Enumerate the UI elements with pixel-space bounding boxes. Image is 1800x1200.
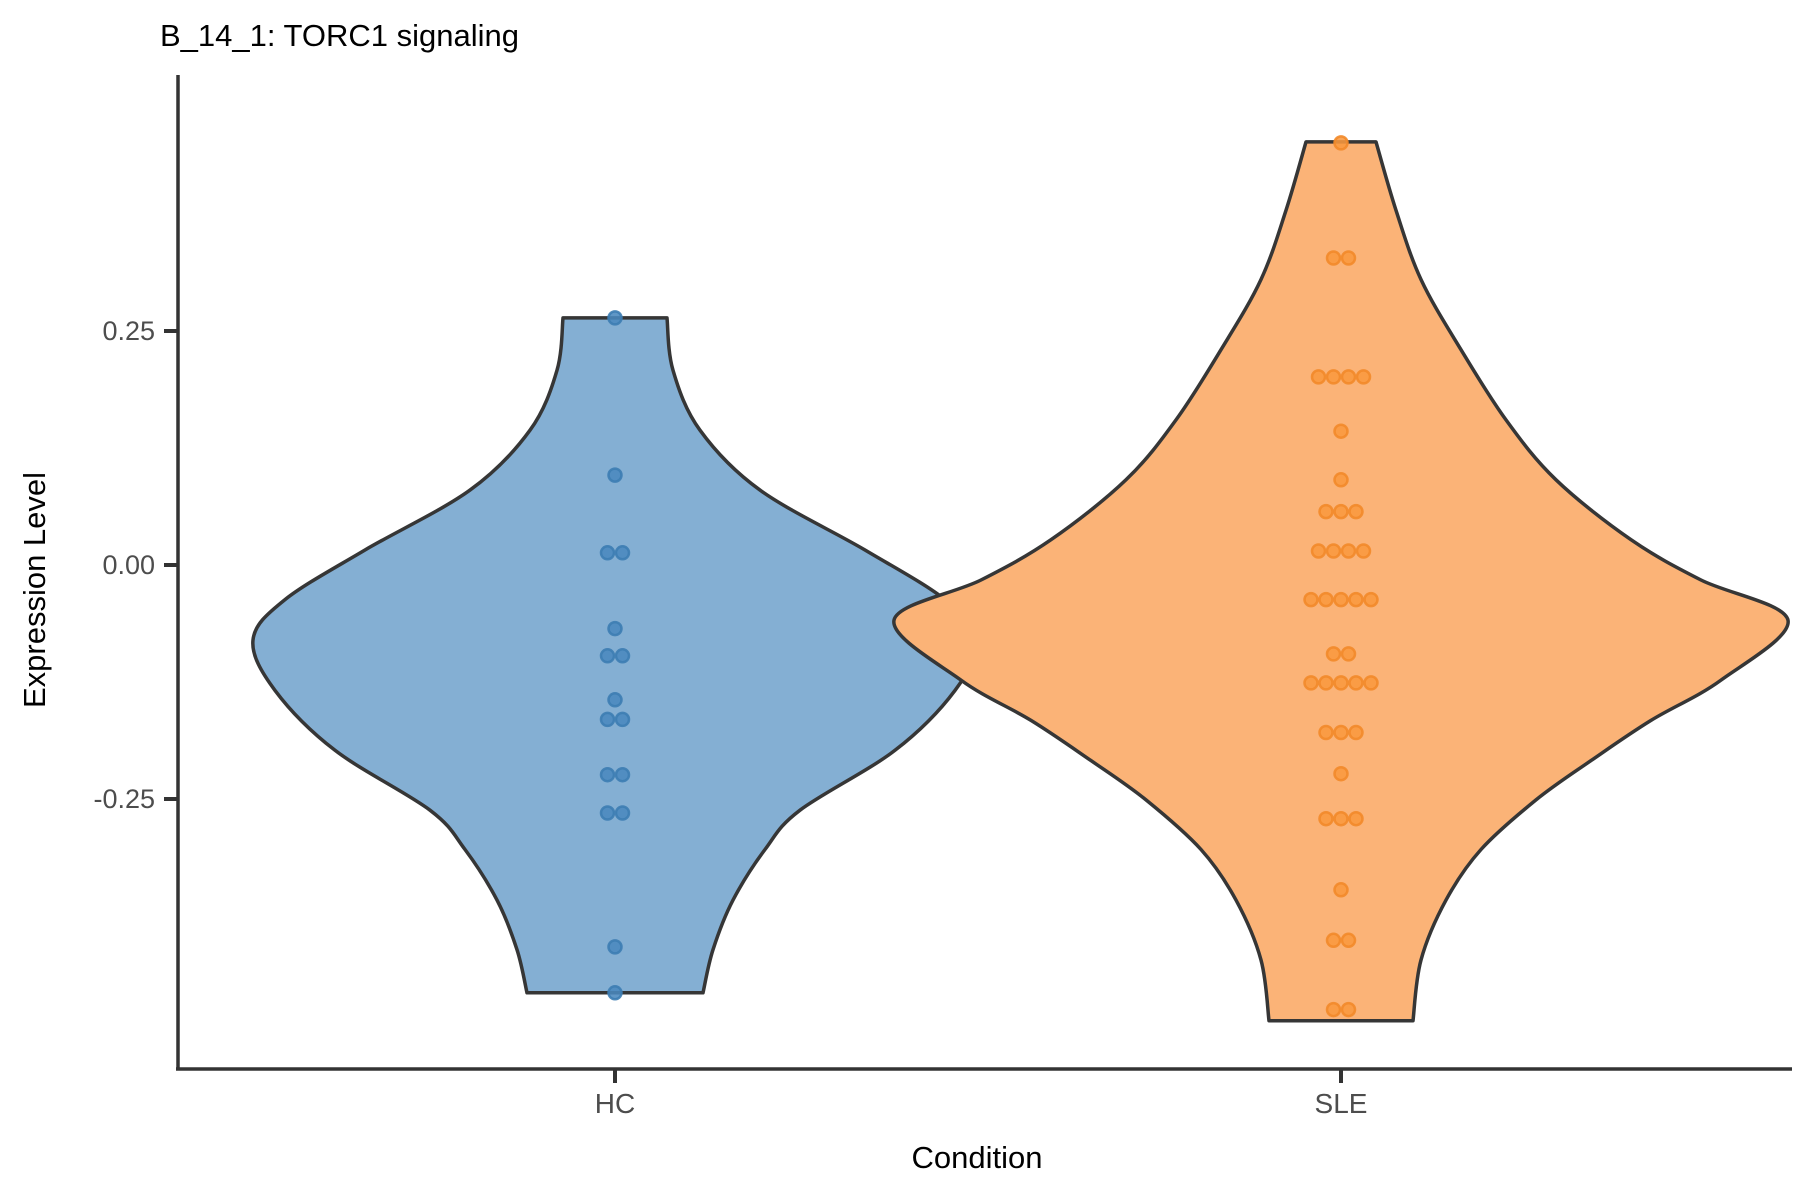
data-point-hc bbox=[607, 467, 623, 483]
data-point-sle bbox=[1325, 1001, 1342, 1018]
data-point-sle bbox=[1348, 503, 1364, 520]
data-point-hc bbox=[607, 985, 623, 1001]
data-point-hc bbox=[614, 648, 631, 664]
violins-layer bbox=[251, 140, 1790, 1023]
data-point-sle bbox=[1333, 135, 1349, 151]
data-point-sle bbox=[1333, 882, 1349, 898]
data-point-sle bbox=[1333, 810, 1349, 827]
data-point-sle bbox=[1303, 591, 1319, 608]
violin-sle bbox=[892, 140, 1790, 1023]
data-point-sle bbox=[1318, 591, 1334, 608]
y-tick-label: 0.25 bbox=[102, 316, 155, 346]
data-point-hc bbox=[607, 692, 623, 708]
data-point-hc bbox=[607, 939, 623, 955]
y-tick-label: -0.25 bbox=[93, 784, 155, 814]
data-point-sle bbox=[1318, 810, 1334, 827]
data-point-sle bbox=[1340, 646, 1357, 662]
data-point-sle bbox=[1340, 250, 1357, 266]
data-point-sle bbox=[1340, 932, 1357, 949]
data-point-sle bbox=[1325, 369, 1342, 385]
data-point-sle bbox=[1325, 932, 1342, 949]
data-point-hc bbox=[599, 766, 616, 783]
data-point-sle bbox=[1348, 675, 1364, 691]
data-point-sle bbox=[1318, 503, 1334, 520]
data-point-hc bbox=[614, 711, 631, 728]
x-category-label-hc: HC bbox=[595, 1088, 635, 1119]
data-point-hc bbox=[607, 620, 623, 637]
data-point-sle bbox=[1325, 250, 1342, 266]
data-point-sle bbox=[1340, 369, 1357, 385]
data-point-sle bbox=[1325, 646, 1342, 662]
y-axis-title: Expression Level bbox=[17, 472, 52, 708]
data-point-sle bbox=[1333, 724, 1349, 741]
data-point-sle bbox=[1333, 591, 1349, 608]
data-point-sle bbox=[1333, 765, 1349, 782]
data-point-sle bbox=[1340, 1001, 1357, 1018]
chart-title: B_14_1: TORC1 signaling bbox=[160, 18, 519, 53]
data-point-sle bbox=[1348, 591, 1364, 608]
data-point-sle bbox=[1325, 543, 1342, 559]
axes-layer: 0.25 0.00 -0.25 HC SLE bbox=[93, 75, 1792, 1119]
data-point-sle bbox=[1318, 724, 1334, 741]
data-point-sle bbox=[1348, 810, 1364, 827]
data-point-sle bbox=[1363, 591, 1379, 608]
data-point-hc bbox=[599, 805, 616, 821]
points-layer bbox=[599, 135, 1379, 1018]
data-point-sle bbox=[1310, 543, 1327, 559]
data-point-sle bbox=[1303, 675, 1319, 691]
data-point-sle bbox=[1363, 675, 1379, 691]
data-point-sle bbox=[1348, 724, 1364, 741]
data-point-sle bbox=[1310, 369, 1327, 385]
data-point-sle bbox=[1333, 675, 1349, 691]
data-point-hc bbox=[614, 805, 631, 821]
data-point-sle bbox=[1333, 423, 1349, 439]
data-point-sle bbox=[1333, 503, 1349, 520]
x-category-label-sle: SLE bbox=[1315, 1088, 1368, 1119]
data-point-hc bbox=[599, 648, 616, 664]
data-point-hc bbox=[614, 545, 631, 561]
data-point-sle bbox=[1355, 369, 1372, 385]
data-point-hc bbox=[607, 310, 623, 326]
data-point-sle bbox=[1333, 472, 1349, 488]
x-axis-title: Condition bbox=[912, 1140, 1043, 1175]
data-point-hc bbox=[614, 766, 631, 783]
data-point-sle bbox=[1318, 675, 1334, 691]
data-point-sle bbox=[1340, 543, 1357, 559]
y-tick-label: 0.00 bbox=[102, 550, 155, 580]
data-point-sle bbox=[1355, 543, 1372, 559]
data-point-hc bbox=[599, 545, 616, 561]
data-point-hc bbox=[599, 711, 616, 728]
